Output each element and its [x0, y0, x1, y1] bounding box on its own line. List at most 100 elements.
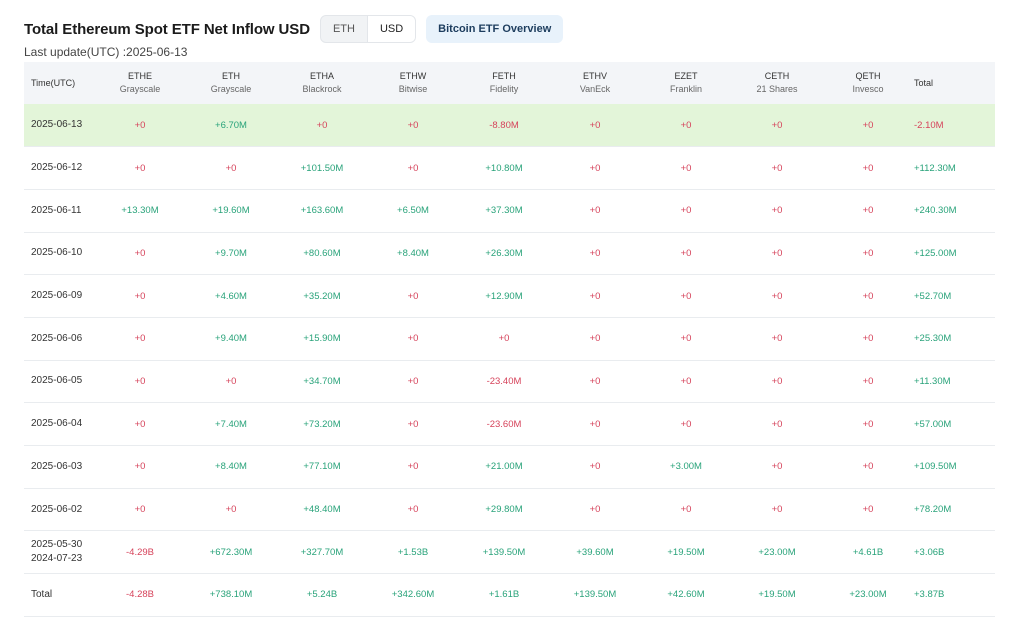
- row-date-text: 2025-06-04: [31, 418, 83, 430]
- flow-table-container: Time(UTC) ETHE Grayscale ETH Grayscale ETHA Bl…: [24, 62, 995, 617]
- column-ticker: CETH: [764, 71, 790, 81]
- flow-cell: +80.60M: [303, 247, 341, 259]
- flow-cell: +7.40M: [215, 418, 247, 430]
- toggle-eth[interactable]: ETH: [332, 23, 355, 35]
- column-header: ETH Grayscale: [178, 62, 284, 104]
- flow-cell: +0: [589, 290, 601, 302]
- last-update: Last update(UTC) :2025-06-13: [24, 45, 188, 59]
- flow-cell: +0: [862, 461, 874, 473]
- row-date-text: 2025-06-11: [31, 204, 82, 216]
- flow-cell: +19.50M: [667, 546, 705, 558]
- flow-cell: +0: [862, 205, 874, 217]
- column-ticker: ETHW: [399, 71, 427, 81]
- column-ticker: QETH: [855, 71, 881, 81]
- column-header: Total: [906, 62, 995, 104]
- column-header: QETH Invesco: [830, 62, 906, 104]
- flow-cell: +3.87B: [914, 589, 945, 601]
- flow-cell: +0: [680, 119, 692, 131]
- flow-cell: +15.90M: [303, 333, 341, 345]
- flow-cell: +19.50M: [758, 589, 796, 601]
- flow-cell: +4.60M: [215, 290, 247, 302]
- flow-cell: +0: [316, 119, 328, 131]
- table-row: 2025-06-06 +0 +9.40M +15.90M +0 +0 +0 +0 +0 +0 +25…: [24, 317, 995, 361]
- row-date: 2025-05-30 2024-07-23: [24, 531, 102, 574]
- flow-cell: +327.70M: [300, 546, 344, 558]
- flow-cell: +240.30M: [914, 205, 957, 217]
- flow-cell: +0: [771, 418, 783, 430]
- flow-cell: +0: [680, 333, 692, 345]
- column-ticker: ETHV: [582, 71, 607, 81]
- flow-cell: +0: [862, 162, 874, 174]
- row-date: 2025-06-10: [24, 232, 102, 275]
- row-date-text-secondary: 2024-07-23: [31, 553, 83, 565]
- flow-cell: +0: [407, 119, 419, 131]
- flow-cell: +0: [407, 290, 419, 302]
- flow-cell: +0: [771, 205, 783, 217]
- row-date: 2025-06-12: [24, 147, 102, 190]
- flow-cell: +42.60M: [667, 589, 705, 601]
- flow-cell: +8.40M: [397, 247, 429, 259]
- flow-cell: -4.28B: [126, 589, 154, 601]
- flow-cell: +26.30M: [485, 247, 523, 259]
- flow-cell: +139.50M: [573, 589, 617, 601]
- flow-cell: +0: [862, 418, 874, 430]
- column-ticker: ETHA: [309, 71, 334, 81]
- flow-cell: +23.00M: [849, 589, 887, 601]
- flow-cell: +0: [589, 247, 601, 259]
- column-ticker: FETH: [492, 71, 516, 81]
- flow-cell: +37.30M: [485, 205, 523, 217]
- row-date: Total: [24, 574, 102, 617]
- toggle-usd[interactable]: USD: [366, 16, 416, 42]
- column-ticker: Total: [914, 77, 934, 88]
- row-date-text: 2025-06-12: [31, 162, 83, 174]
- row-date-text: 2025-06-05: [31, 375, 83, 387]
- column-issuer: Fidelity: [489, 84, 519, 94]
- flow-cell: +163.60M: [300, 205, 344, 217]
- row-date-text: Total: [31, 588, 53, 600]
- flow-cell: +0: [225, 504, 237, 516]
- column-issuer: Invesco: [852, 84, 884, 94]
- row-date: 2025-06-13: [24, 104, 102, 147]
- table-row: 2025-06-02 +0 +0 +48.40M +0 +29.80M +0 +0 +0 +0 +7…: [24, 488, 995, 531]
- column-issuer: 21 Shares: [756, 84, 798, 94]
- flow-cell: +0: [862, 375, 874, 387]
- flow-cell: +35.20M: [303, 290, 341, 302]
- table-row: Total -4.28B +738.10M +5.24B +342.60M +1.61B +…: [24, 574, 995, 617]
- flow-cell: +0: [498, 333, 510, 345]
- bitcoin-etf-overview-button[interactable]: Bitcoin ETF Overview: [426, 15, 564, 43]
- flow-cell: +0: [407, 418, 419, 430]
- column-issuer: Bitwise: [398, 84, 428, 94]
- row-date: 2025-06-04: [24, 403, 102, 446]
- page-title: Total Ethereum Spot ETF Net Inflow USD: [24, 20, 310, 38]
- flow-cell: +19.60M: [212, 205, 250, 217]
- flow-cell: +0: [134, 162, 146, 174]
- flow-cell: +342.60M: [391, 589, 435, 601]
- row-date: 2025-06-03: [24, 446, 102, 489]
- flow-cell: +0: [134, 290, 146, 302]
- flow-cell: +0: [134, 375, 146, 387]
- flow-cell: +0: [134, 504, 146, 516]
- flow-cell: +39.60M: [576, 546, 614, 558]
- flow-cell: +11.30M: [914, 375, 951, 387]
- row-date-text: 2025-06-09: [31, 290, 83, 302]
- flow-cell: +10.80M: [485, 162, 523, 174]
- table-row: 2025-06-04 +0 +7.40M +73.20M +0 -23.60M +0 +0 +0…: [24, 403, 995, 446]
- column-ticker: Time(UTC): [31, 77, 76, 88]
- column-issuer: Blackrock: [302, 84, 342, 94]
- flow-cell: +0: [771, 504, 783, 516]
- flow-cell: +139.50M: [482, 546, 526, 558]
- flow-cell: +0: [680, 418, 692, 430]
- flow-cell: +0: [771, 375, 783, 387]
- column-header: ETHW Bitwise: [360, 62, 466, 104]
- flow-cell: +0: [589, 461, 601, 473]
- column-header: ETHV VanEck: [542, 62, 648, 104]
- table-row: 2025-05-30 2024-07-23 -4.29B +672.30M +327.7…: [24, 531, 995, 574]
- flow-cell: +0: [862, 333, 874, 345]
- row-date-text: 2025-06-10: [31, 247, 83, 259]
- flow-cell: +0: [589, 418, 601, 430]
- flow-cell: +3.06B: [914, 546, 945, 558]
- column-ticker: EZET: [674, 71, 698, 81]
- flow-cell: +21.00M: [485, 461, 523, 473]
- column-header: CETH 21 Shares: [724, 62, 830, 104]
